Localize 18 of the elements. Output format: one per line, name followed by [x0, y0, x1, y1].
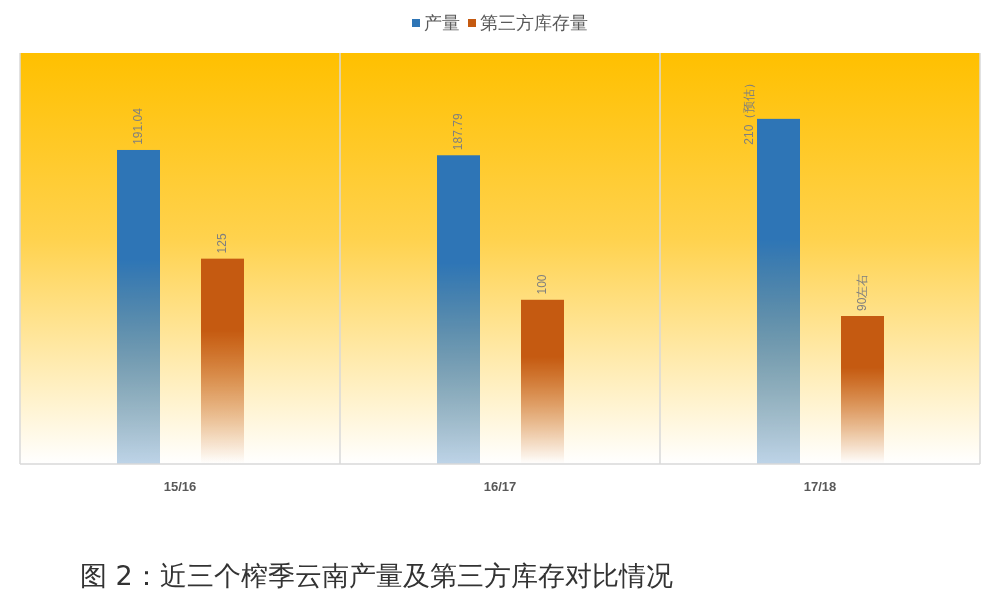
data-label: 90左右: [855, 273, 870, 311]
bar: [521, 299, 564, 464]
data-label: 187.79: [451, 113, 466, 151]
x-tick-label: 17/18: [803, 479, 837, 495]
bar: [841, 315, 884, 464]
caption: 图 2：近三个榨季云南产量及第三方库存对比情况: [80, 560, 674, 592]
x-tick-label: 16/17: [483, 479, 517, 495]
data-label: 125: [215, 233, 230, 254]
bar: [757, 118, 800, 464]
bar: [117, 149, 160, 464]
data-label: 191.04: [131, 107, 146, 145]
legend-label: 第三方库存量: [480, 13, 588, 33]
bar: [201, 258, 244, 464]
data-label: 100: [535, 274, 550, 295]
data-label: 210（预估）: [741, 76, 756, 145]
legend-label: 产量: [424, 13, 460, 33]
x-tick-label: 15/16: [163, 479, 197, 495]
bar: [437, 155, 480, 464]
